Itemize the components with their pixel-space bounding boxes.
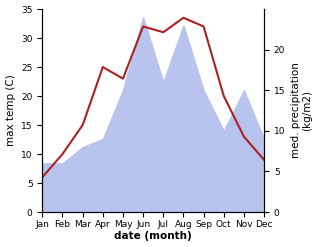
Y-axis label: med. precipitation
(kg/m2): med. precipitation (kg/m2)	[291, 62, 313, 159]
X-axis label: date (month): date (month)	[114, 231, 192, 242]
Y-axis label: max temp (C): max temp (C)	[5, 75, 16, 146]
